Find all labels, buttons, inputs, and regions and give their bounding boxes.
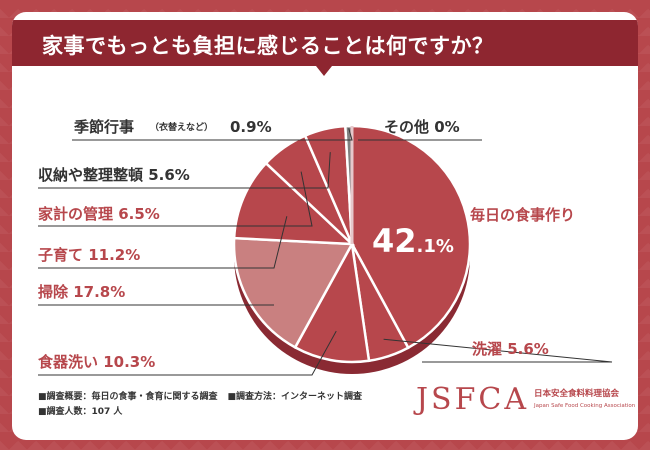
- value-daily-meals: 42.1%: [372, 222, 454, 260]
- survey-notes: ■調査概要：毎日の食事・食育に関する調査 ■調査方法：インターネット調査 ■調査人…: [38, 390, 362, 420]
- value-daily-meals-dec: .1%: [417, 236, 454, 257]
- leader-childcare: [38, 216, 288, 269]
- value-seasonal: 0.9%: [230, 118, 272, 136]
- slice-cleaning: [232, 236, 355, 350]
- survey-overview: ■調査概要：毎日の食事・食育に関する調査: [38, 392, 218, 402]
- label-seasonal-note: （衣替えなど）: [150, 121, 213, 133]
- label-other: その他 0%: [384, 118, 460, 136]
- chart-title: 家事でもっとも負担に感じることは何ですか？: [42, 34, 494, 58]
- leader-dishes: [38, 330, 337, 376]
- leader-seasonal: [72, 128, 353, 141]
- label-laundry: 洗濯 5.6%: [472, 340, 549, 358]
- infographic-card: 家事でもっとも負担に感じることは何ですか？ 季節行事 （衣替えなど） 0.9% その他…: [12, 12, 638, 440]
- jsfca-logo: JSFCA 日本安全食料料理協会 Japan Safe Food Cooking…: [416, 380, 635, 430]
- leader-storage: [38, 152, 331, 189]
- title-banner: [12, 20, 638, 76]
- label-childcare: 子育て 11.2%: [38, 246, 140, 264]
- survey-respondents: ■調査人数：107 人: [38, 407, 123, 417]
- pie-chart: 季節行事 （衣替えなど） 0.9% その他 0% 収納や整理整頓 5.6% 家計の管理 6…: [38, 118, 613, 376]
- leader-laundry: [383, 338, 613, 363]
- logo-english-name: Japan Safe Food Cooking Association: [534, 403, 636, 409]
- label-daily-meals: 毎日の食事作り: [470, 206, 575, 224]
- value-daily-meals-int: 42: [372, 222, 417, 260]
- survey-method: ■調査方法：インターネット調査: [227, 392, 363, 402]
- slice-daily-meals: [350, 124, 472, 350]
- title-bar: 家事でもっとも負担に感じることは何ですか？: [12, 12, 638, 90]
- label-household-budget: 家計の管理 6.5%: [38, 205, 160, 223]
- logo-wordmark: JSFCA: [416, 382, 530, 417]
- leader-household-budget: [38, 171, 313, 227]
- logo-japanese-name: 日本安全食料料理協会: [534, 389, 620, 399]
- label-storage: 収納や整理整頓 5.6%: [38, 166, 190, 184]
- label-seasonal: 季節行事: [74, 118, 134, 136]
- slice-childcare: [232, 161, 356, 246]
- label-cleaning: 掃除 17.8%: [38, 283, 125, 301]
- label-dishes: 食器洗い 10.3%: [38, 353, 155, 371]
- slice-dishes: [293, 240, 371, 364]
